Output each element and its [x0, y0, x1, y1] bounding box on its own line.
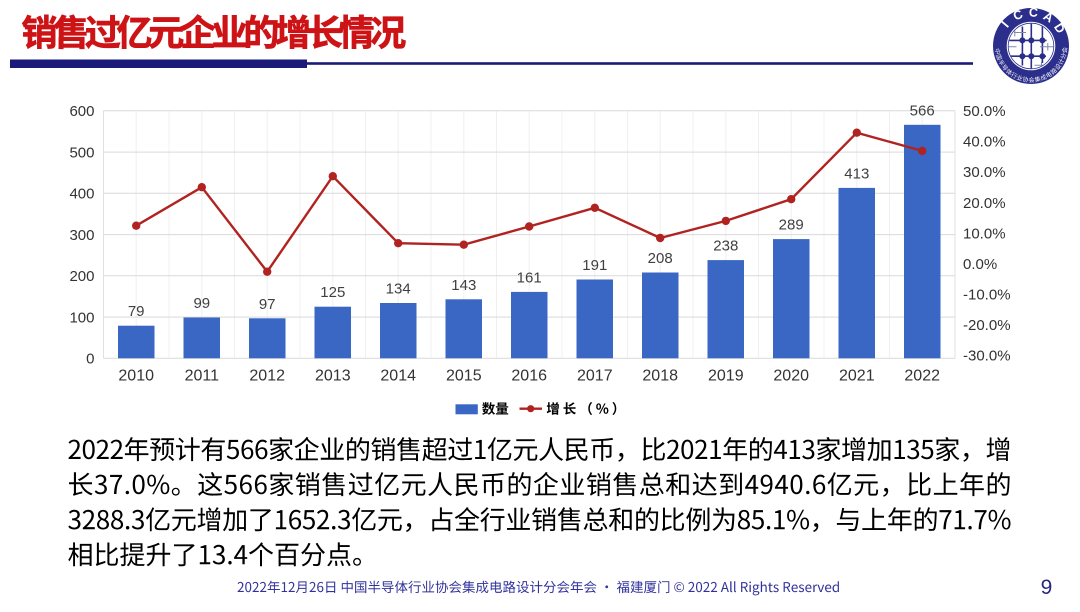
svg-text:2012: 2012: [249, 367, 285, 384]
svg-text:238: 238: [713, 238, 738, 255]
svg-text:100: 100: [69, 309, 94, 326]
svg-text:-20.0%: -20.0%: [963, 317, 1011, 334]
svg-text:2017: 2017: [577, 367, 613, 384]
svg-text:2021: 2021: [839, 367, 875, 384]
svg-text:10.0%: 10.0%: [963, 225, 1006, 242]
svg-text:400: 400: [69, 186, 94, 203]
svg-text:97: 97: [259, 296, 276, 313]
svg-text:200: 200: [69, 268, 94, 285]
svg-text:161: 161: [517, 269, 542, 286]
svg-text:0: 0: [86, 351, 94, 368]
svg-text:125: 125: [320, 284, 345, 301]
svg-text:2014: 2014: [380, 367, 416, 384]
svg-text:20.0%: 20.0%: [963, 195, 1006, 212]
svg-text:2011: 2011: [185, 367, 220, 384]
svg-text:208: 208: [648, 250, 673, 267]
svg-text:30.0%: 30.0%: [963, 164, 1006, 181]
svg-text:600: 600: [69, 103, 94, 120]
svg-text:191: 191: [582, 257, 607, 274]
svg-text:99: 99: [193, 295, 210, 312]
svg-text:566: 566: [910, 102, 935, 119]
svg-text:9: 9: [1041, 576, 1053, 599]
svg-text:134: 134: [386, 281, 411, 298]
svg-text:-10.0%: -10.0%: [963, 286, 1011, 303]
svg-text:50.0%: 50.0%: [963, 103, 1006, 120]
svg-text:79: 79: [128, 303, 145, 320]
svg-text:I: I: [999, 19, 1012, 31]
svg-text:143: 143: [451, 277, 476, 294]
svg-text:2020: 2020: [773, 367, 809, 384]
svg-text:2015: 2015: [446, 367, 482, 384]
svg-text:C: C: [1028, 5, 1038, 20]
svg-text:500: 500: [69, 144, 94, 161]
svg-text:40.0%: 40.0%: [963, 134, 1006, 151]
svg-text:2010: 2010: [118, 367, 154, 384]
svg-text:2016: 2016: [511, 367, 547, 384]
svg-text:-30.0%: -30.0%: [963, 348, 1011, 365]
svg-text:413: 413: [844, 165, 869, 182]
svg-text:289: 289: [779, 217, 804, 234]
svg-text:2013: 2013: [315, 367, 351, 384]
svg-text:0.0%: 0.0%: [963, 256, 997, 273]
svg-text:2019: 2019: [708, 367, 744, 384]
svg-text:2018: 2018: [642, 367, 678, 384]
svg-text:300: 300: [69, 227, 94, 244]
svg-text:2022: 2022: [904, 367, 940, 384]
